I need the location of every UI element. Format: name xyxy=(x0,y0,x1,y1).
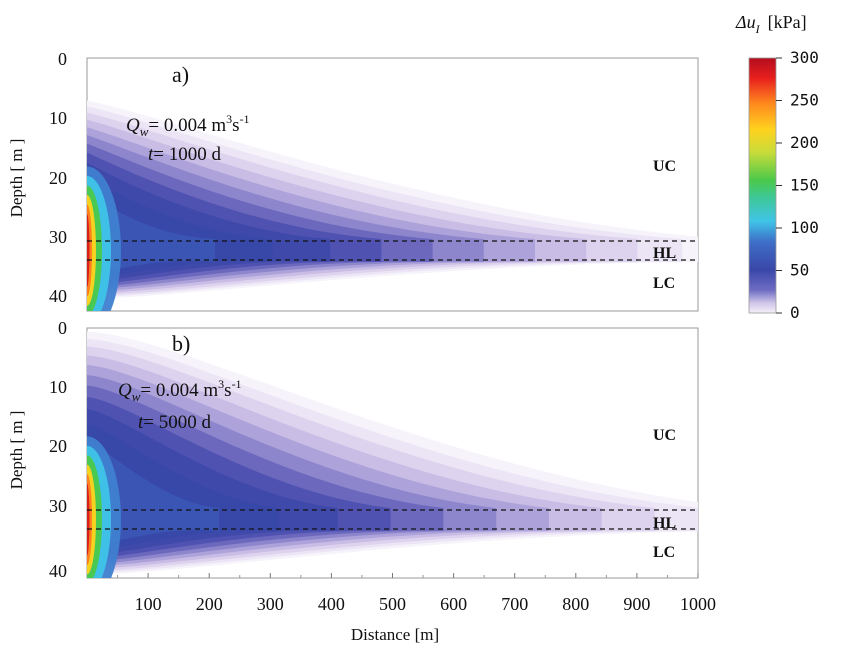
panel-b-q-exp: 3 xyxy=(218,377,224,391)
panel-a-layer-hl: HL xyxy=(653,245,676,262)
panel-b-xtick-700: 700 xyxy=(501,594,528,614)
panel-b-q-exp2: -1 xyxy=(232,377,242,391)
panel-b-discharge-annotation: Qw= 0.004 m3s-1 xyxy=(118,377,242,404)
panel-a-ytick-0: 0 xyxy=(58,49,67,69)
panel-a-layer-uc: UC xyxy=(653,158,676,175)
panel-b-xlabel: Distance [m] xyxy=(351,625,439,644)
panel-a-ytick-10: 10 xyxy=(49,108,67,128)
panel-a: a) Qw= 0.004 m3s-1 t= 1000 d UC HL LC 0 … xyxy=(7,49,699,312)
panel-a-q-s: s xyxy=(232,115,239,136)
panel-b-field-core-5 xyxy=(87,483,90,556)
panel-b-time-annotation: t= 5000 d xyxy=(138,412,211,433)
colorbar-tick-100: 100 xyxy=(790,218,819,237)
panel-a-field-core-5 xyxy=(87,214,90,287)
colorbar-tick-300: 300 xyxy=(790,48,819,67)
panel-b-ylabel: Depth [ m ] xyxy=(7,411,26,490)
panel-b-ytick-40: 40 xyxy=(49,561,67,581)
colorbar-tick-200: 200 xyxy=(790,133,819,152)
panel-b-xtick-600: 600 xyxy=(440,594,467,614)
panel-b-xtick-500: 500 xyxy=(379,594,406,614)
panel-a-time-annotation: t= 1000 d xyxy=(148,144,221,165)
colorbar-title: ΔuI [kPa] xyxy=(735,12,807,36)
panel-b-xticks: 100 200 300 400 500 600 700 800 900 1000 xyxy=(117,573,716,614)
colorbar: ΔuI [kPa] 300 250 200 150 100 50 0 xyxy=(735,12,819,322)
panel-b-ytick-10: 10 xyxy=(49,377,67,397)
panel-a-t-symbol: t xyxy=(148,144,154,165)
panel-a-ytick-30: 30 xyxy=(49,227,67,247)
colorbar-title-subscript: I xyxy=(755,22,761,36)
panel-b-xtick-1000: 1000 xyxy=(680,594,716,614)
panel-b-xtick-900: 900 xyxy=(623,594,650,614)
panel-b-layer-lc: LC xyxy=(653,544,675,561)
panel-b-label: b) xyxy=(172,331,190,356)
panel-a-discharge-annotation: Qw= 0.004 m3s-1 xyxy=(126,112,250,139)
panel-b-layer-hl: HL xyxy=(653,515,676,532)
panel-a-q-exp2: -1 xyxy=(240,112,250,126)
panel-b-ytick-20: 20 xyxy=(49,436,67,456)
panel-b-xtick-800: 800 xyxy=(562,594,589,614)
panel-a-label: a) xyxy=(172,62,189,87)
panel-b-field xyxy=(87,331,698,578)
panel-b-layer-uc: UC xyxy=(653,427,676,444)
panel-a-q-symbol: Q xyxy=(126,115,140,136)
panel-a-ytick-20: 20 xyxy=(49,168,67,188)
panel-a-q-exp: 3 xyxy=(226,112,232,126)
panel-a-t-value: = 1000 d xyxy=(153,144,221,165)
panel-a-ylabel: Depth [ m ] xyxy=(7,139,26,218)
panel-b: b) Qw= 0.004 m3s-1 t= 5000 d UC HL LC 0 … xyxy=(7,318,716,644)
panel-b-q-subscript: w xyxy=(132,389,141,404)
panel-b-xtick-100: 100 xyxy=(135,594,162,614)
panel-a-field xyxy=(87,100,698,311)
colorbar-tick-250: 250 xyxy=(790,91,819,110)
panel-b-xtick-200: 200 xyxy=(196,594,223,614)
colorbar-title-symbol: Δu xyxy=(735,12,756,32)
colorbar-tick-0: 0 xyxy=(790,303,800,322)
colorbar-tick-50: 50 xyxy=(790,261,809,280)
panel-b-q-symbol: Q xyxy=(118,380,132,401)
panel-b-xtick-300: 300 xyxy=(257,594,284,614)
panel-b-t-symbol: t xyxy=(138,412,144,433)
panel-b-t-value: = 5000 d xyxy=(143,412,211,433)
panel-b-ytick-0: 0 xyxy=(58,318,67,338)
colorbar-ticks: 300 250 200 150 100 50 0 xyxy=(776,48,819,322)
colorbar-title-unit: [kPa] xyxy=(768,12,807,32)
panel-a-q-value: = 0.004 m xyxy=(148,115,226,136)
colorbar-gradient xyxy=(748,57,777,314)
panel-b-q-value: = 0.004 m xyxy=(140,380,218,401)
panel-b-q-s: s xyxy=(224,380,231,401)
panel-a-q-subscript: w xyxy=(140,124,149,139)
panel-a-layer-lc: LC xyxy=(653,275,675,292)
panel-a-ytick-40: 40 xyxy=(49,286,67,306)
colorbar-tick-150: 150 xyxy=(790,176,819,195)
panel-b-ytick-30: 30 xyxy=(49,496,67,516)
panel-b-xtick-400: 400 xyxy=(318,594,345,614)
